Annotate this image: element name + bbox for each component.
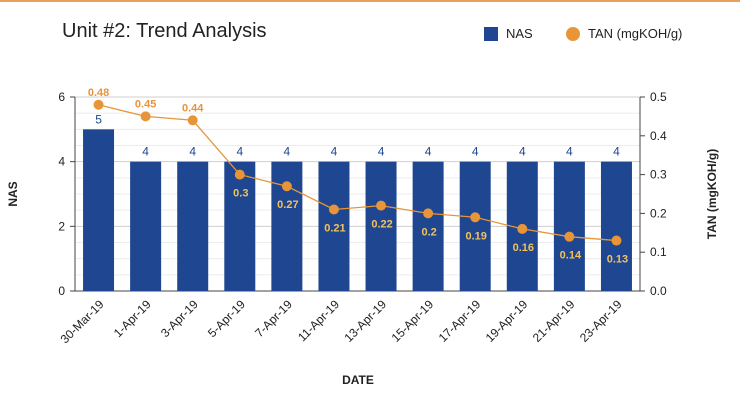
x-tick-label: 1-Apr-19: [111, 297, 154, 340]
nas-bar: [318, 161, 350, 291]
nas-bar: [83, 129, 115, 291]
y-tick-label: 4: [58, 155, 65, 169]
y2-axis-title: TAN (mgKOH/g): [705, 149, 719, 239]
y2-tick-label: 0.4: [650, 129, 667, 143]
tan-point: [517, 223, 528, 234]
nas-data-label: 4: [425, 145, 432, 159]
nas-data-label: 4: [519, 145, 526, 159]
tan-data-label: 0.3: [233, 188, 248, 200]
nas-bar: [224, 161, 256, 291]
x-tick-label: 30-Mar-19: [58, 297, 107, 346]
x-tick-label: 21-Apr-19: [530, 297, 578, 345]
tan-point: [234, 169, 245, 180]
nas-bar: [271, 161, 303, 291]
y-axis-title: NAS: [6, 181, 20, 206]
nas-data-label: 4: [378, 145, 385, 159]
nas-bar: [130, 161, 162, 291]
nas-data-label: 4: [236, 145, 243, 159]
y-tick-label: 2: [58, 219, 65, 233]
nas-data-label: 4: [142, 145, 149, 159]
x-tick-label: 11-Apr-19: [295, 297, 342, 344]
tan-data-label: 0.2: [421, 226, 436, 238]
tan-point: [470, 212, 481, 223]
tan-data-label: 0.19: [465, 230, 486, 242]
tan-data-label: 0.16: [513, 242, 534, 254]
chart-title: Unit #2: Trend Analysis: [62, 20, 267, 42]
y2-tick-label: 0.1: [650, 245, 667, 259]
x-tick-label: 13-Apr-19: [342, 297, 390, 345]
tan-point: [281, 181, 292, 192]
tan-data-label: 0.21: [324, 223, 345, 235]
tan-point: [140, 111, 151, 122]
tan-line: [98, 104, 617, 242]
nas-data-label: 4: [284, 145, 291, 159]
nas-bar: [365, 161, 397, 291]
legend-label-nas: NAS: [506, 26, 533, 41]
tan-point: [93, 99, 104, 110]
x-tick-label: 19-Apr-19: [483, 297, 531, 345]
nas-bar: [600, 161, 632, 291]
nas-data-label: 4: [189, 145, 196, 159]
y2-tick-label: 0.0: [650, 284, 667, 298]
tan-point: [328, 204, 339, 215]
y2-tick-label: 0.3: [650, 168, 667, 182]
legend-swatch-tan: [566, 27, 580, 41]
x-tick-label: 17-Apr-19: [436, 297, 484, 345]
legend-label-tan: TAN (mgKOH/g): [588, 26, 683, 41]
tan-data-label: 0.22: [371, 219, 392, 231]
nas-data-label: 4: [566, 145, 573, 159]
nas-bar: [412, 161, 444, 291]
nas-bar: [177, 161, 209, 291]
x-axis-title: DATE: [342, 373, 374, 387]
x-tick-label: 7-Apr-19: [252, 297, 295, 340]
tan-data-label: 0.45: [135, 98, 156, 110]
tan-data-label: 0.13: [607, 254, 628, 266]
nas-data-label: 4: [331, 145, 338, 159]
y2-tick-label: 0.2: [650, 206, 667, 220]
tan-data-label: 0.14: [560, 250, 582, 262]
y-tick-label: 0: [58, 284, 65, 298]
tan-point: [376, 200, 387, 211]
tan-data-label: 0.44: [182, 102, 204, 114]
x-tick-label: 3-Apr-19: [158, 297, 201, 340]
y2-tick-label: 0.5: [650, 90, 667, 104]
tan-data-label: 0.48: [88, 87, 109, 99]
top-accent-rule: [0, 0, 740, 2]
nas-data-label: 4: [472, 145, 479, 159]
tan-point: [423, 208, 434, 219]
y-tick-label: 6: [58, 90, 65, 104]
tan-point: [187, 115, 198, 126]
nas-bar: [459, 161, 491, 291]
nas-data-label: 5: [95, 112, 102, 126]
tan-point: [611, 235, 622, 246]
x-tick-label: 15-Apr-19: [389, 297, 437, 345]
nas-bar: [553, 161, 585, 291]
nas-data-label: 4: [613, 145, 620, 159]
x-tick-label: 5-Apr-19: [205, 297, 248, 340]
tan-data-label: 0.27: [277, 199, 298, 211]
tan-point: [564, 231, 575, 242]
x-tick-label: 23-Apr-19: [577, 297, 625, 345]
legend-swatch-nas: [484, 27, 498, 41]
